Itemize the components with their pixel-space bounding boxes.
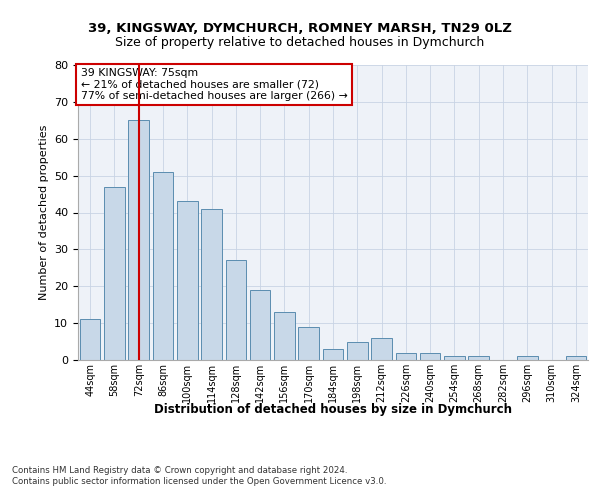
Bar	[128, 120, 149, 360]
Bar	[566, 356, 586, 360]
Text: Contains public sector information licensed under the Open Government Licence v3: Contains public sector information licen…	[12, 477, 386, 486]
Bar	[347, 342, 368, 360]
Bar	[201, 209, 222, 360]
Text: 39 KINGSWAY: 75sqm
← 21% of detached houses are smaller (72)
77% of semi-detache: 39 KINGSWAY: 75sqm ← 21% of detached hou…	[80, 68, 347, 101]
Bar	[444, 356, 465, 360]
Bar	[517, 356, 538, 360]
Text: Size of property relative to detached houses in Dymchurch: Size of property relative to detached ho…	[115, 36, 485, 49]
Bar	[104, 186, 125, 360]
Bar	[469, 356, 489, 360]
Text: Distribution of detached houses by size in Dymchurch: Distribution of detached houses by size …	[154, 402, 512, 415]
Text: 39, KINGSWAY, DYMCHURCH, ROMNEY MARSH, TN29 0LZ: 39, KINGSWAY, DYMCHURCH, ROMNEY MARSH, T…	[88, 22, 512, 36]
Bar	[420, 352, 440, 360]
Bar	[274, 312, 295, 360]
Bar	[323, 349, 343, 360]
Bar	[80, 320, 100, 360]
Bar	[250, 290, 271, 360]
Bar	[177, 202, 197, 360]
Bar	[298, 327, 319, 360]
Bar	[395, 352, 416, 360]
Bar	[152, 172, 173, 360]
Bar	[226, 260, 246, 360]
Y-axis label: Number of detached properties: Number of detached properties	[38, 125, 49, 300]
Bar	[371, 338, 392, 360]
Text: Contains HM Land Registry data © Crown copyright and database right 2024.: Contains HM Land Registry data © Crown c…	[12, 466, 347, 475]
